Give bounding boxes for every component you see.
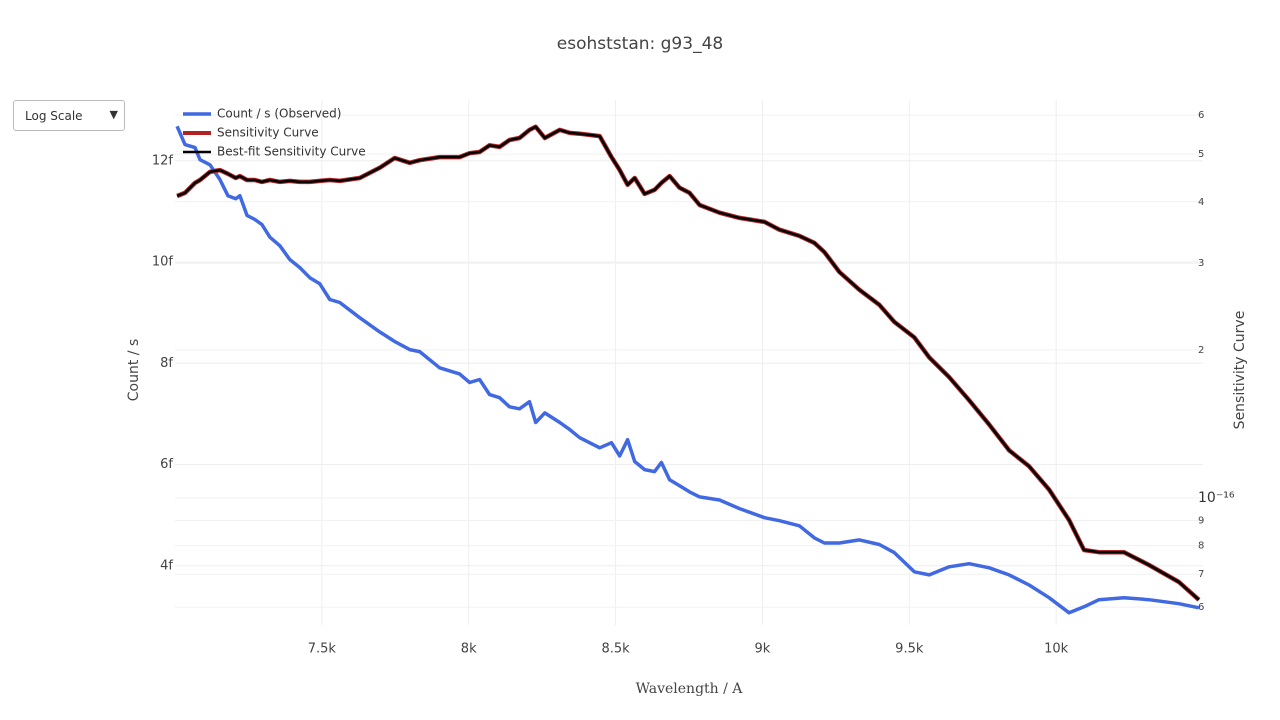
x-tick-label: 8.5k (601, 642, 630, 657)
y2-tick-label: 6 (1198, 110, 1204, 121)
y-tick-label: 12f (152, 153, 174, 168)
dropdown-arrow: ▼ (109, 108, 118, 121)
x-tick-label: 9k (755, 642, 771, 657)
dropdown-label: Log Scale (25, 109, 83, 123)
legend-label: Sensitivity Curve (217, 126, 319, 140)
y2-tick-label: 10⁻¹⁶ (1198, 490, 1235, 506)
y-tick-label: 8f (160, 356, 173, 371)
scale-dropdown[interactable]: Log Scale ▼ (13, 100, 125, 131)
x-tick-label: 8k (461, 642, 477, 657)
y2-tick-label: 7 (1198, 569, 1204, 580)
y2-axis-title: Sensitivity Curve (1232, 311, 1248, 430)
y2-tick-label: 8 (1198, 541, 1204, 552)
x-tick-label: 7.5k (308, 642, 337, 657)
series-line (175, 125, 1200, 615)
y2-tick-label: 9 (1198, 516, 1204, 527)
y-tick-label: 4f (160, 558, 173, 573)
y2-tick-label: 2 (1198, 345, 1204, 356)
y2-tick-label: 6 (1198, 602, 1204, 613)
y2-tick-label: 4 (1198, 197, 1204, 208)
y2-tick-label: 5 (1198, 149, 1204, 160)
y-axis-title: Count / s (126, 339, 142, 402)
series-line (176, 125, 1200, 601)
x-tick-label: 10k (1044, 642, 1069, 657)
y2-tick-label: 3 (1198, 258, 1204, 269)
legend-label: Best-fit Sensitivity Curve (217, 145, 366, 159)
x-axis-title: Wavelength / A (636, 681, 744, 697)
chart-title: esohststan: g93_48 (557, 34, 723, 54)
y-tick-label: 10f (152, 255, 174, 270)
legend-label: Count / s (Observed) (217, 107, 341, 121)
y-tick-label: 6f (160, 457, 173, 472)
x-tick-label: 9.5k (895, 642, 924, 657)
